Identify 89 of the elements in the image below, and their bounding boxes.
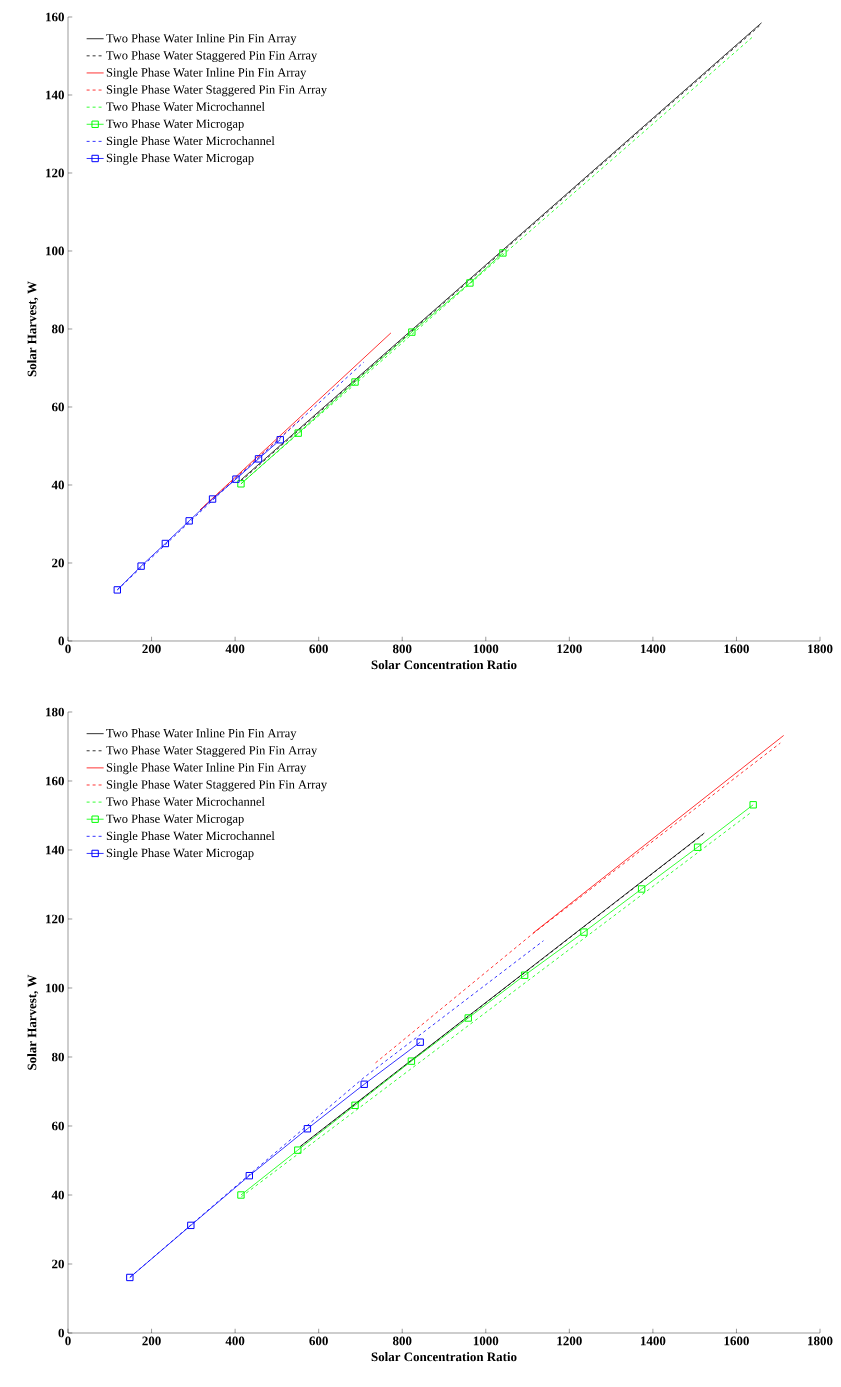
y-tick-label: 180 xyxy=(46,707,64,717)
y-tick-label: 60 xyxy=(51,1121,64,1131)
x-tick-label: 1400 xyxy=(640,1336,666,1346)
point xyxy=(693,843,702,851)
x-axis-title: Solar Concentration Ratio xyxy=(371,660,517,670)
x-tick-label: 200 xyxy=(142,1336,161,1346)
y-tick-label: 20 xyxy=(52,558,64,568)
x-tick-label: 600 xyxy=(309,1336,328,1346)
x-tick-label: 1200 xyxy=(557,1336,582,1346)
x-tick-label: 600 xyxy=(309,644,328,654)
legend-label: Two Phase Water Staggered Pin Fin Array xyxy=(106,745,318,758)
y-tick-label: 80 xyxy=(51,1052,64,1062)
y-tick-label: 120 xyxy=(46,914,64,924)
x-tick-label: 1600 xyxy=(724,644,749,654)
legend-label: Single Phase Water Inline Pin Fin Array xyxy=(106,67,307,80)
y-tick-label: 60 xyxy=(51,402,64,412)
x-tick-label: 1200 xyxy=(557,644,582,654)
y-tick-label: 20 xyxy=(52,1259,64,1269)
y-tick-label: 120 xyxy=(46,168,64,178)
y-tick-label: 160 xyxy=(46,776,64,786)
y-tick-label: 140 xyxy=(46,90,64,100)
point xyxy=(520,971,529,979)
point xyxy=(464,1014,472,1022)
y-tick-label: 40 xyxy=(51,480,64,490)
point xyxy=(351,1101,359,1109)
legend-label: Single Phase Water Inline Pin Fin Array xyxy=(106,762,307,775)
x-tick-label: 1800 xyxy=(808,644,833,654)
x-tick-label: 1600 xyxy=(724,1336,749,1346)
y-tick-label: 0 xyxy=(58,636,64,646)
x-tick-label: 800 xyxy=(392,1336,412,1346)
x-tick-label: 1400 xyxy=(640,644,666,654)
point xyxy=(466,279,474,287)
legend-label: Single Phase Water Microchannel xyxy=(106,136,275,148)
point xyxy=(237,1191,245,1199)
y-tick-label: 40 xyxy=(51,1190,64,1200)
y-tick-label: 160 xyxy=(46,12,64,22)
legend-label: Single Phase Water Staggered Pin Fin Array xyxy=(106,779,328,792)
y-tick-label: 0 xyxy=(58,1328,64,1338)
x-tick-label: 1000 xyxy=(473,1336,499,1346)
x-tick-label: 400 xyxy=(225,644,245,654)
point xyxy=(232,475,240,483)
legend-label: Two Phase Water Microgap xyxy=(106,119,244,131)
point xyxy=(245,1171,254,1180)
x-tick-label: 800 xyxy=(392,644,412,654)
x-tick-label: 0 xyxy=(65,644,71,654)
point xyxy=(161,539,170,548)
legend-label: Two Phase Water Staggered Pin Fin Array xyxy=(106,50,318,63)
x-tick-label: 200 xyxy=(142,644,161,654)
x-tick-label: 0 xyxy=(65,1336,71,1346)
y-tick-label: 100 xyxy=(46,246,64,256)
y-tick-label: 80 xyxy=(51,324,64,334)
point xyxy=(126,1273,134,1282)
point xyxy=(113,586,121,594)
point xyxy=(416,1038,424,1046)
x-tick-label: 1800 xyxy=(808,1336,833,1346)
point xyxy=(408,328,416,336)
legend-label: Two Phase Water Microgap xyxy=(106,814,244,826)
point xyxy=(208,495,217,503)
y-tick-label: 140 xyxy=(46,845,64,855)
point xyxy=(237,480,245,488)
point xyxy=(499,249,507,257)
legend-label: Two Phase Water Microchannel xyxy=(106,102,265,111)
point xyxy=(360,1080,368,1088)
legend-label: Single Phase Water Microgap xyxy=(106,153,254,165)
x-tick-label: 400 xyxy=(225,1336,245,1346)
point xyxy=(185,517,193,525)
legend-label: Two Phase Water Microchannel xyxy=(106,797,265,806)
point xyxy=(351,378,359,386)
point xyxy=(749,801,757,809)
point xyxy=(137,562,145,570)
legend-label: Single Phase Water Microchannel xyxy=(106,831,275,843)
point xyxy=(637,885,646,893)
point xyxy=(294,1146,302,1154)
x-tick-label: 1000 xyxy=(473,644,499,654)
point xyxy=(294,429,302,437)
legend-label: Two Phase Water Inline Pin Fin Array xyxy=(106,728,297,740)
legend-label: Single Phase Water Staggered Pin Fin Array xyxy=(106,84,328,97)
y-tick-label: 100 xyxy=(46,983,64,993)
y-axis-title: Solar Harvest, W xyxy=(27,281,39,377)
point xyxy=(276,436,284,444)
legend-label: Single Phase Water Microgap xyxy=(106,848,254,860)
point xyxy=(580,928,588,936)
point xyxy=(407,1057,416,1065)
point xyxy=(254,455,263,463)
y-axis-title: Solar Harvest, W xyxy=(27,974,39,1070)
point xyxy=(303,1125,312,1133)
x-axis-title: Solar Concentration Ratio xyxy=(371,1352,517,1362)
point xyxy=(187,1221,195,1230)
legend-label: Two Phase Water Inline Pin Fin Array xyxy=(106,33,297,45)
